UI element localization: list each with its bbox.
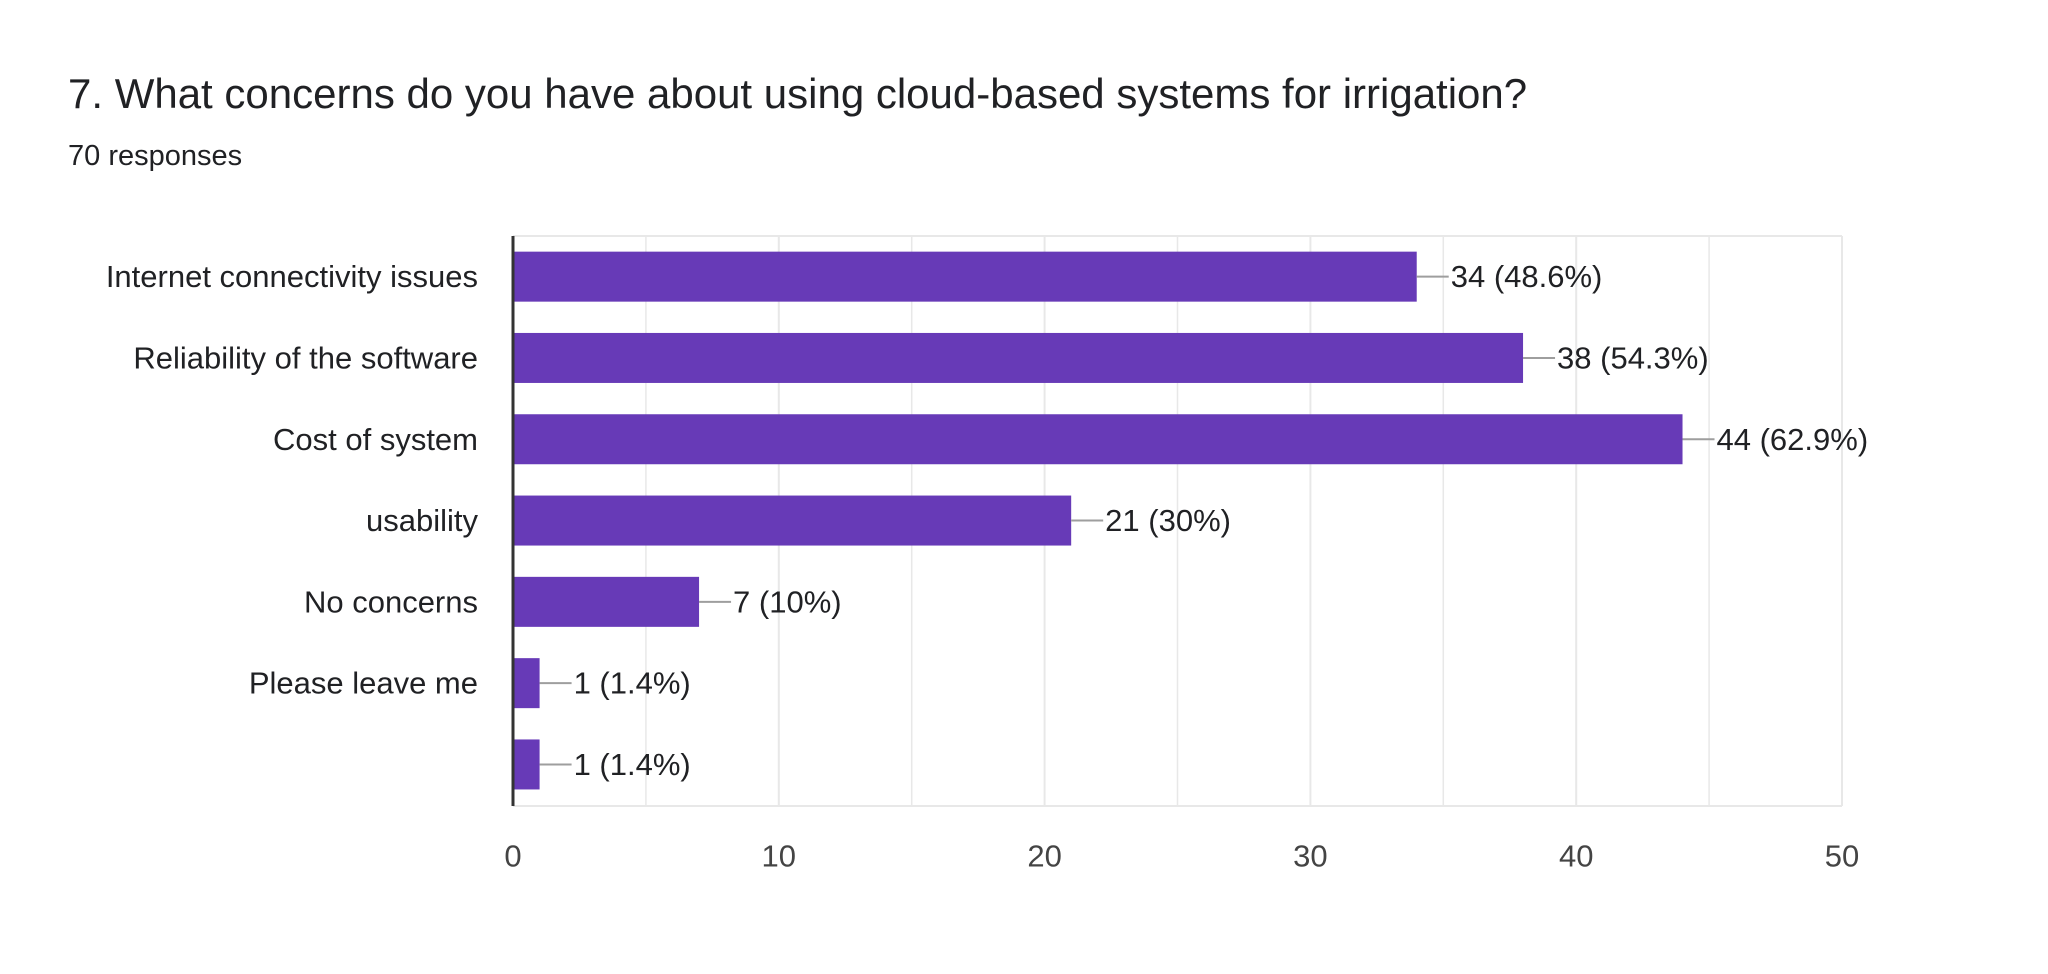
category-label: Internet connectivity issues xyxy=(106,259,478,294)
bar-value-label: 34 (48.6%) xyxy=(1451,259,1603,294)
x-tick-label: 20 xyxy=(1027,839,1061,874)
x-tick-label: 10 xyxy=(762,839,796,874)
question-title: 7. What concerns do you have about using… xyxy=(68,70,1528,117)
category-label: usability xyxy=(366,503,478,538)
x-tick-label: 40 xyxy=(1559,839,1593,874)
bar-2 xyxy=(513,414,1683,465)
bar-6 xyxy=(513,739,540,790)
bar-5 xyxy=(513,658,540,709)
response-count: 70 responses xyxy=(68,140,243,172)
bar-0 xyxy=(513,251,1417,302)
bar-value-label: 21 (30%) xyxy=(1105,503,1231,538)
bar-value-label: 44 (62.9%) xyxy=(1717,422,1869,457)
category-label: Please leave me xyxy=(249,666,478,701)
category-label: Cost of system xyxy=(273,422,478,457)
category-label: Reliability of the software xyxy=(133,340,478,375)
bar-1 xyxy=(513,332,1524,383)
x-tick-label: 0 xyxy=(504,839,521,874)
bar-4 xyxy=(513,576,700,627)
x-tick-label: 50 xyxy=(1825,839,1859,874)
x-tick-label: 30 xyxy=(1293,839,1327,874)
bar-value-label: 1 (1.4%) xyxy=(574,747,691,782)
bar-value-label: 38 (54.3%) xyxy=(1557,340,1709,375)
bar-3 xyxy=(513,495,1072,546)
category-label: No concerns xyxy=(304,584,478,619)
bar-value-label: 7 (10%) xyxy=(733,584,842,619)
bar-value-label: 1 (1.4%) xyxy=(574,666,691,701)
